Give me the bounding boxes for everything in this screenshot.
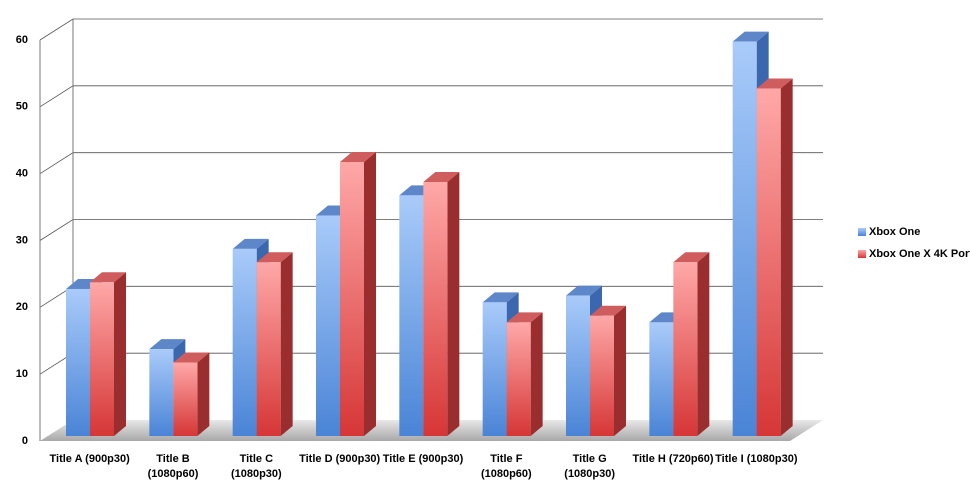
bar-top bbox=[590, 305, 626, 316]
bar-top bbox=[149, 339, 186, 350]
x-tick-label: Title H (720p60) bbox=[632, 453, 713, 465]
x-tick-label: Title I (1080p30) bbox=[715, 453, 798, 465]
bar-side bbox=[280, 252, 293, 436]
bar-side bbox=[197, 352, 210, 436]
y-tick-label: 0 bbox=[22, 435, 28, 447]
bar-front bbox=[566, 295, 590, 436]
bar-side bbox=[697, 252, 710, 436]
bar-side bbox=[780, 78, 793, 436]
legend-swatch bbox=[858, 228, 866, 236]
y-tick-label: 60 bbox=[16, 34, 28, 46]
bar bbox=[756, 78, 793, 436]
x-tick-label: Title A (900p30) bbox=[50, 453, 131, 465]
bar-front bbox=[399, 195, 424, 436]
bar-top bbox=[90, 272, 126, 283]
legend-swatch bbox=[858, 250, 866, 258]
x-tick-label: Title D (900p30) bbox=[299, 453, 380, 465]
y-tick-label: 30 bbox=[16, 234, 28, 246]
bar bbox=[423, 172, 460, 437]
y-tick-label: 40 bbox=[16, 168, 28, 180]
bar-top bbox=[232, 238, 269, 249]
bar bbox=[340, 151, 376, 436]
bar-top bbox=[173, 352, 210, 363]
bar bbox=[173, 352, 210, 436]
bar-front bbox=[232, 248, 257, 436]
x-tick-label: Title B (1080p60) bbox=[148, 453, 199, 480]
bar-top bbox=[482, 292, 519, 303]
bar-top bbox=[732, 31, 769, 42]
bar-front bbox=[590, 315, 614, 436]
bar-side bbox=[614, 305, 626, 436]
legend-label: Xbox One X 4K Port bbox=[869, 248, 970, 260]
bar-top bbox=[423, 172, 460, 183]
bar-front bbox=[506, 322, 531, 436]
bar-side bbox=[364, 151, 376, 436]
bar-front bbox=[732, 41, 757, 436]
bar-front bbox=[256, 262, 281, 436]
bar-front bbox=[423, 182, 448, 436]
y-tick-label: 10 bbox=[16, 368, 28, 380]
bar-front bbox=[340, 161, 364, 436]
bar-front bbox=[90, 282, 114, 436]
bar-top bbox=[566, 285, 602, 296]
bar bbox=[673, 252, 710, 436]
bar-front bbox=[756, 88, 781, 436]
bar-top bbox=[673, 252, 710, 263]
grid-line bbox=[39, 18, 823, 41]
bar-front bbox=[173, 362, 198, 436]
bar bbox=[506, 312, 543, 436]
bar bbox=[256, 252, 293, 436]
bar-front bbox=[66, 288, 90, 436]
bar-top bbox=[340, 151, 376, 162]
bar-front bbox=[649, 322, 674, 436]
y-tick-label: 50 bbox=[16, 101, 28, 113]
bar-side bbox=[114, 272, 126, 436]
bar bbox=[590, 305, 626, 436]
bar-top bbox=[756, 78, 793, 89]
bar-top bbox=[506, 312, 543, 323]
grid-line bbox=[39, 85, 823, 108]
y-tick-label: 20 bbox=[16, 301, 28, 313]
bar-side bbox=[530, 312, 543, 436]
bar-front bbox=[482, 302, 507, 436]
bar-side bbox=[447, 172, 460, 437]
x-tick-label: Title E (900p30) bbox=[383, 453, 464, 465]
bar bbox=[90, 272, 126, 436]
x-tick-label: Title F (1080p60) bbox=[481, 453, 532, 480]
grid-line bbox=[39, 152, 823, 175]
legend-label: Xbox One bbox=[869, 226, 920, 238]
bar-front bbox=[673, 262, 698, 436]
bar-top bbox=[256, 252, 293, 263]
bar-front bbox=[149, 349, 174, 436]
x-tick-label: Title G (1080p30) bbox=[564, 453, 615, 480]
x-tick-label: Title C (1080p30) bbox=[231, 453, 282, 480]
bar-front bbox=[316, 215, 340, 436]
